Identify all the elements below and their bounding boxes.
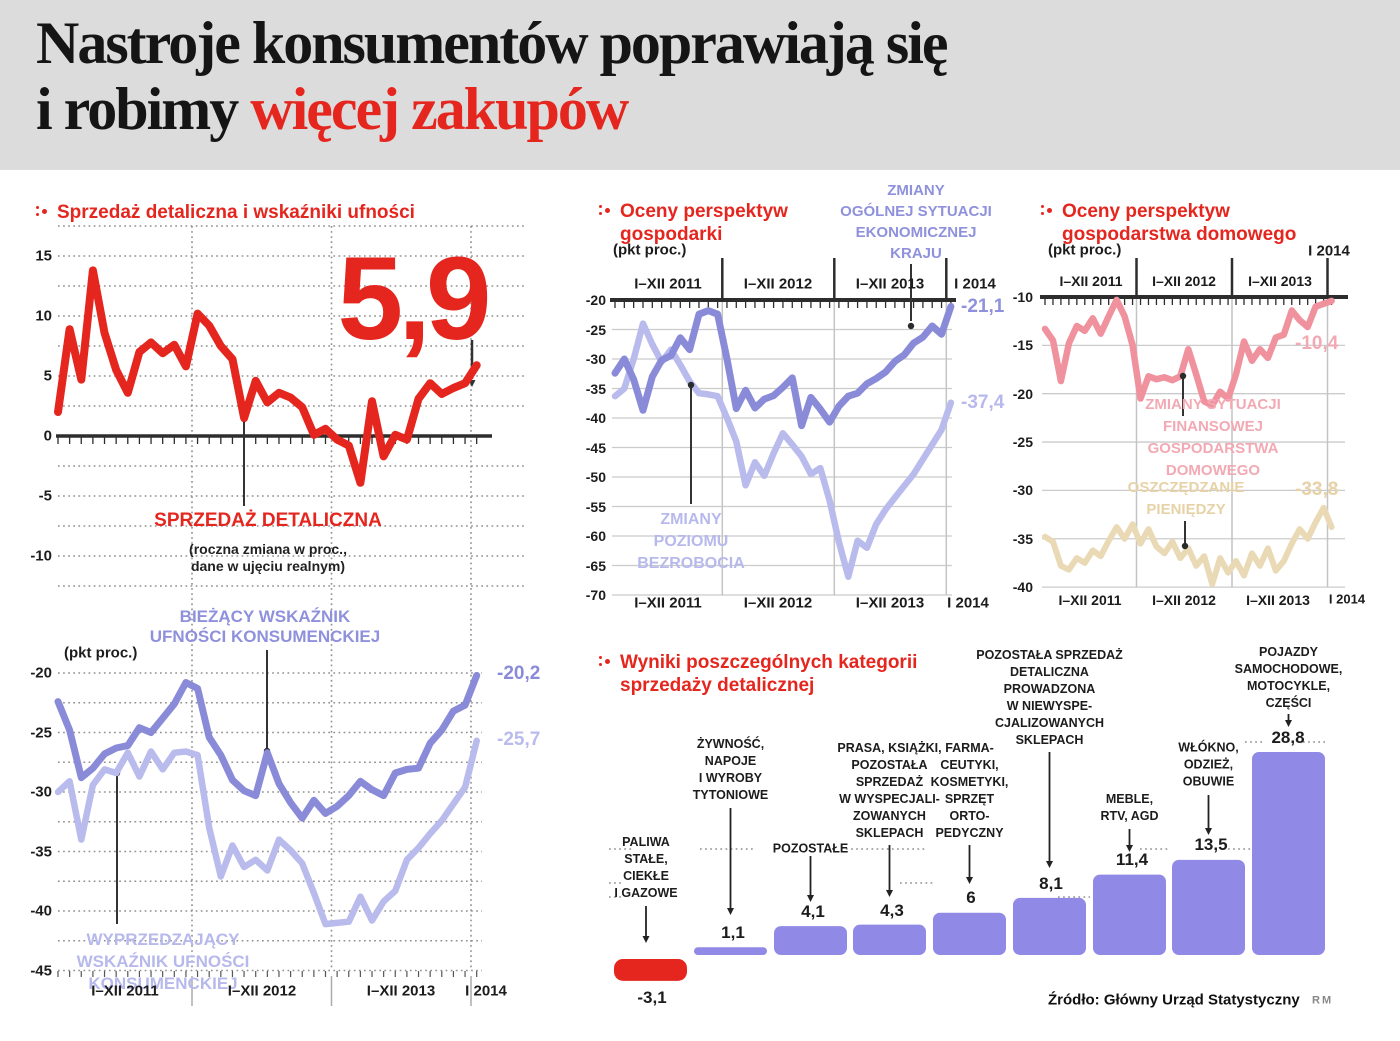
series-note-sprzedaz: (roczna zmiana w proc., dane w ujęciu re… [189, 541, 347, 574]
series-label-sprzedaz: SPRZEDAŻ DETALICZNA [154, 510, 382, 532]
title-line2-red: więcej zakupów [250, 76, 629, 142]
anchor-dot [687, 381, 695, 389]
arrowhead-icon [807, 895, 814, 902]
arrowhead-icon [642, 936, 650, 943]
arrowhead-icon [1126, 845, 1133, 852]
anchor-dot [907, 322, 915, 330]
section-bullet-icon [599, 202, 611, 220]
arrowhead-icon [1205, 828, 1212, 835]
section-bullet-icon [599, 653, 611, 671]
section-title-text: Oceny perspektyw gospodarstwa domowego [1062, 201, 1297, 245]
series-label-wyprzedzajacy: WYPRZEDZAJĄCY WSKAŹNIK UFNOŚCI KONSUMENC… [76, 930, 250, 993]
anchor-dot [1179, 372, 1187, 380]
highlight-value: 5,9 [337, 233, 491, 366]
bar [1252, 751, 1325, 955]
arrowhead-icon [727, 908, 734, 915]
unit-label: (pkt proc.) [613, 241, 687, 259]
series-label-kraj: ZMIANY OGÓLNEJ SYTUACJI EKONOMICZNEJ KRA… [840, 182, 992, 262]
arrowhead-icon [886, 890, 893, 897]
arrowhead-icon [1046, 861, 1053, 868]
source-credit: Źródło: Główny Urząd Statystyczny [1048, 991, 1300, 1009]
bar [853, 924, 926, 955]
bar [1093, 874, 1166, 955]
bar-negative [614, 959, 687, 981]
end-value-oszczedzanie: -33,8 [1295, 479, 1339, 501]
series-label-biezacy: BIEŻĄCY WSKAŹNIK UFNOŚCI KONSUMENCKIEJ [149, 607, 381, 646]
end-value-kraj: -21,1 [961, 296, 1005, 318]
section-title-text: Sprzedaż detaliczna i wskaźniki ufności [57, 202, 415, 223]
bar [1172, 859, 1245, 955]
series-line-finanse [1041, 296, 1335, 409]
header: Nastroje konsumentów poprawiają się i rob… [0, 0, 1400, 170]
end-value-finanse: -10,4 [1295, 333, 1339, 355]
series-line-sprzedaz [54, 266, 481, 487]
arrowhead-icon [1285, 720, 1292, 727]
x-axis-label: I 2014 [1308, 242, 1350, 260]
section-title-categories: Wyniki poszczególnych kategorii sprzedaż… [599, 651, 917, 697]
bar [694, 947, 767, 955]
end-value-wyprzedzajacy: -25,7 [497, 729, 541, 751]
series-label-bezrobocie: ZMIANY POZIOMU BEZROBOCIA [637, 511, 745, 572]
unit-label: (pkt proc.) [1048, 241, 1122, 259]
section-title-text: Oceny perspektyw gospodarki [620, 201, 788, 245]
arrowhead-icon [966, 877, 973, 884]
title-line2-black: i robimy [36, 76, 251, 142]
bar [1013, 897, 1086, 955]
series-line-kraj [611, 303, 955, 430]
series-label-finanse: ZMIANY SYTUACJI FINANSOWEJ GOSPODARSTWA … [1145, 396, 1281, 479]
bar [774, 926, 847, 955]
end-value-bezrobocie: -37,4 [961, 392, 1005, 414]
anchor-dot [1181, 542, 1189, 550]
agency-logo: RM [1312, 994, 1334, 1007]
title-line1: Nastroje konsumentów poprawiają się [36, 10, 949, 76]
section-title-economy: Oceny perspektyw gospodarki [599, 200, 788, 246]
bar [933, 912, 1006, 955]
series-label-oszczedzanie: OSZCZĘDZANIE PIENIĘDZY [1127, 479, 1245, 518]
section-title-retail: Sprzedaż detaliczna i wskaźniki ufności [36, 201, 415, 224]
unit-label: (pkt proc.) [64, 644, 138, 662]
end-value-biezacy: -20,2 [497, 663, 541, 685]
section-bullet-icon [1041, 202, 1053, 220]
page-title: Nastroje konsumentów poprawiają się i rob… [0, 0, 1400, 142]
series-line-oszczedzanie [1042, 504, 1335, 588]
section-title-text: Wyniki poszczególnych kategorii sprzedaż… [620, 652, 918, 696]
section-bullet-icon [36, 203, 48, 221]
series-line-biezacy [54, 671, 481, 822]
section-title-household: Oceny perspektyw gospodarstwa domowego [1041, 200, 1296, 246]
series-line-wyprzedzajacy [54, 737, 480, 928]
